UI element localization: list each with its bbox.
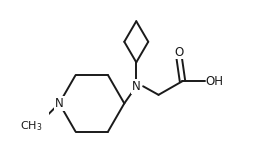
- Text: CH$_3$: CH$_3$: [20, 120, 42, 133]
- Text: N: N: [132, 80, 141, 93]
- Text: OH: OH: [206, 75, 224, 88]
- Text: O: O: [175, 46, 184, 59]
- Text: N: N: [55, 97, 64, 110]
